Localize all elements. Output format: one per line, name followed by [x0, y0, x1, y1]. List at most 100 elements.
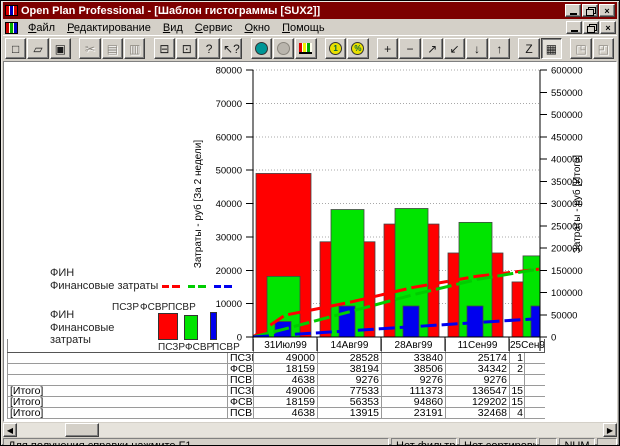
menu-bar: Файл Редактирование Вид Сервис Окно Помощь ×	[3, 19, 617, 35]
data-table: 31Июл9914Авг9928Авг9911Сен9925Сен99ПСЗР4…	[7, 339, 545, 419]
save-button[interactable]: ▣	[49, 38, 72, 59]
row-code-cell: ФСВР	[230, 397, 254, 407]
status-help-text: Для получения справки нажмите F1	[3, 438, 389, 445]
right-axis-tick: 150000	[551, 266, 583, 277]
menu-service[interactable]: Сервис	[194, 21, 233, 34]
cost-mode-button[interactable]: 1	[324, 38, 347, 59]
add-button[interactable]: +	[376, 38, 399, 59]
horizontal-scrollbar[interactable]: ◀ ▶	[3, 423, 617, 437]
title-bar[interactable]: Open Plan Professional - [Шаблон гистогр…	[3, 2, 617, 19]
move-up-icon: ↑	[496, 41, 503, 56]
bar-ПСВР-4[interactable]	[530, 305, 547, 337]
bar-ФСВР-3[interactable]	[458, 221, 493, 337]
scrollbar-thumb[interactable]	[65, 423, 99, 437]
print-preview-button[interactable]: ⊡	[176, 38, 198, 59]
cumline-ПСЗР [Итого][interactable]	[253, 267, 541, 337]
child-minimize-button[interactable]	[566, 21, 582, 34]
restore-button[interactable]	[582, 4, 598, 17]
open-button[interactable]: ▱	[27, 38, 49, 59]
lines-layer	[253, 267, 541, 337]
minimize-icon	[569, 12, 577, 15]
minimize-button[interactable]	[565, 4, 581, 17]
bar-ПСЗР-1[interactable]	[319, 241, 376, 337]
remove-button[interactable]: −	[399, 38, 421, 59]
cumline-ПСВР [Итого][interactable]	[253, 317, 541, 337]
legend-bar-labels: ПСЗР ФСВР ПСВР	[158, 342, 240, 353]
bar-ФСВР-4[interactable]	[522, 255, 556, 337]
right-axis-tick: 350000	[551, 177, 583, 188]
time-analysis-button[interactable]	[250, 38, 272, 59]
row-value-cell: 49006	[254, 386, 318, 396]
table-header-date: 28Авг99	[382, 339, 446, 352]
remove-icon: −	[406, 41, 414, 56]
print-icon: ⊟	[159, 41, 170, 56]
print-button[interactable]: ⊟	[153, 38, 176, 59]
status-bar: Для получения справки нажмите F1 Нет фил…	[3, 438, 617, 445]
child-restore-button[interactable]	[583, 21, 599, 34]
menu-edit[interactable]: Редактирование	[67, 21, 151, 34]
context-help-button[interactable]: ↖?	[220, 38, 243, 59]
bar-ПСЗР-3[interactable]	[447, 252, 504, 337]
bar-ПСВР-1[interactable]	[338, 305, 356, 337]
bar-ПСЗР-0[interactable]	[255, 173, 312, 337]
line-swatch-ПСВР	[214, 284, 233, 288]
scroll-right-button[interactable]: ▶	[603, 423, 617, 437]
histogram-view-button[interactable]	[295, 38, 317, 59]
move-down-button[interactable]: ↓	[466, 38, 488, 59]
row-clipped-cell: 15	[511, 386, 525, 396]
legend-bars: ФИН Финансовые затраты ПСЗР ФСВР ПСВР	[50, 309, 240, 353]
bar-ПСВР-0[interactable]	[274, 321, 292, 337]
bar-ПСВР-3[interactable]	[466, 305, 484, 337]
table-row[interactable]: [Итого]ФСВР18159563539486012920215	[7, 397, 545, 408]
row-value-cell: 9276	[318, 375, 382, 385]
left-axis-tick: 80000	[216, 66, 242, 77]
toolbar-separator	[72, 38, 79, 59]
assign-back-button[interactable]: ↙	[443, 38, 466, 59]
row-value-cell: 111373	[382, 386, 446, 396]
move-up-button[interactable]: ↑	[488, 38, 511, 59]
zoom-mode-icon: Z	[525, 41, 533, 56]
menu-window[interactable]: Окно	[244, 21, 271, 34]
child-minimize-icon	[570, 29, 578, 32]
resource-analysis-icon	[277, 42, 291, 55]
table-row[interactable]: [Итого]ПСВР46381391523191324684	[7, 408, 545, 419]
cumline-ФСВР [Итого][interactable]	[253, 267, 541, 337]
right-axis-tick: 50000	[551, 310, 577, 321]
row-value-cell: 13915	[318, 408, 382, 418]
menu-help[interactable]: Помощь	[282, 21, 325, 34]
bar-swatch-ФСВР	[184, 315, 198, 340]
bar-ФСВР-0[interactable]	[266, 275, 301, 337]
zoom-mode-button[interactable]: Z	[518, 38, 540, 59]
table-view-button[interactable]: ▦	[540, 38, 563, 59]
document-icon[interactable]	[5, 21, 18, 34]
table-row[interactable]: ФСВР181593819438506343422	[7, 364, 545, 375]
row-value-cell: 28528	[318, 353, 382, 363]
restore-icon	[585, 6, 596, 16]
right-axis-tick: 200000	[551, 244, 583, 255]
child-close-button[interactable]: ×	[600, 21, 616, 34]
row-value-cell: 94860	[382, 397, 446, 407]
table-row[interactable]: [Итого]ПСЗР490067753311137313654715	[7, 386, 545, 397]
assign-forward-button[interactable]: ↗	[421, 38, 443, 59]
table-row[interactable]: ПСВР4638927692769276	[7, 375, 545, 386]
row-group-cell	[7, 364, 228, 374]
bar-ПСЗР-2[interactable]	[383, 223, 440, 337]
scroll-left-button[interactable]: ◀	[3, 423, 17, 437]
line-label-ПСВР: ПСВР	[168, 302, 196, 313]
legend-bars-subtitle: Финансовые затраты	[50, 322, 115, 346]
table-view-icon: ▦	[545, 41, 558, 56]
bar-ФСВР-1[interactable]	[330, 209, 365, 337]
help-button[interactable]: ?	[198, 38, 220, 59]
right-axis-tick: 250000	[551, 221, 583, 232]
bar-ПСЗР-4[interactable]	[511, 281, 567, 337]
percent-mode-button[interactable]: %	[347, 38, 369, 59]
close-button[interactable]: ×	[599, 4, 615, 17]
new-button[interactable]: □	[5, 38, 27, 59]
menu-file[interactable]: Файл	[28, 21, 56, 34]
bar-ПСВР-2[interactable]	[402, 305, 420, 337]
left-axis-tick: 50000	[216, 166, 242, 177]
table-row[interactable]: ПСЗР490002852833840251741	[7, 353, 545, 364]
bar-ФСВР-2[interactable]	[394, 208, 429, 337]
menu-view[interactable]: Вид	[162, 21, 183, 34]
scrollbar-track[interactable]	[99, 423, 603, 437]
